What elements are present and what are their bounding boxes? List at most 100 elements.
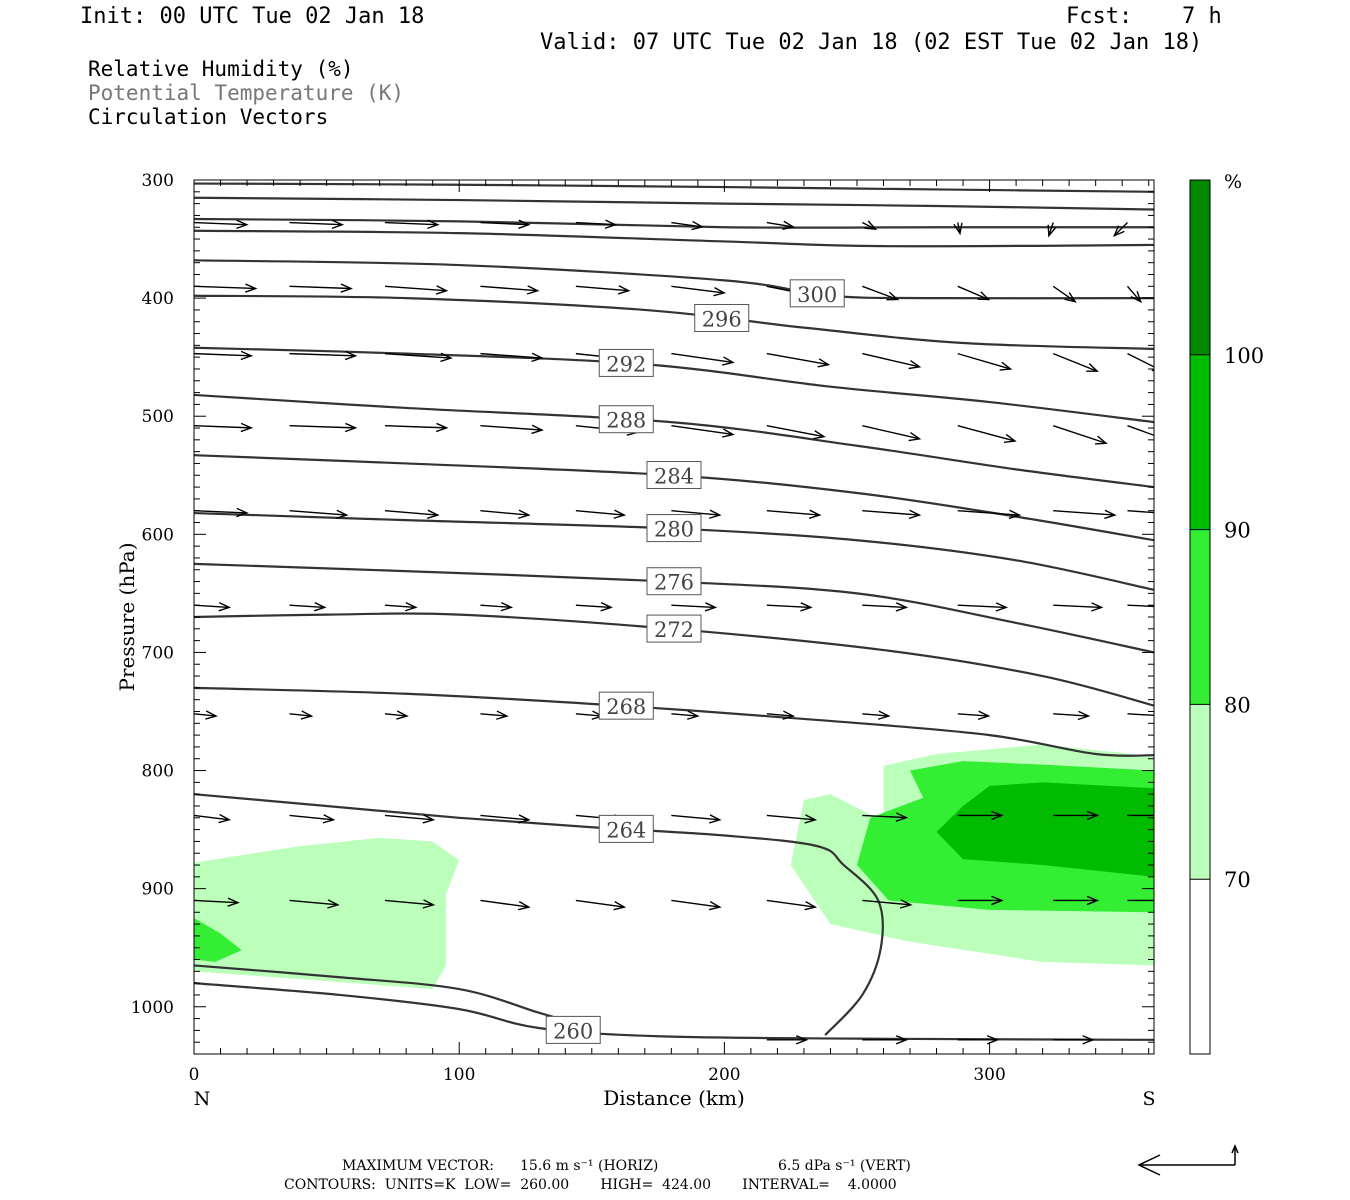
isentrope-300 — [194, 259, 1154, 300]
svg-text:300: 300 — [797, 283, 837, 307]
vector-arrow-0-4 — [575, 219, 618, 229]
vector-arrow-2-0 — [194, 350, 254, 361]
vector-arrow-3-6 — [766, 424, 826, 440]
vector-arrow-0-5 — [671, 220, 705, 231]
isentrope-label-268: 268 — [598, 691, 654, 720]
colorbar-band-80 — [1190, 529, 1210, 705]
y-axis-title: Pressure (hPa) — [115, 543, 139, 692]
isentrope-label-260: 260 — [545, 1015, 601, 1044]
vector-arrow-6-4 — [575, 710, 605, 720]
vector-arrow-2-10 — [1127, 352, 1154, 372]
isentrope-312 — [194, 196, 1154, 211]
relative-humidity-fill — [194, 744, 1154, 990]
vector-arrow-2-7 — [862, 352, 922, 370]
svg-text:280: 280 — [654, 518, 694, 542]
vector-arrow-5-9 — [1053, 602, 1104, 612]
colorbar-band-90 — [1190, 354, 1210, 530]
isentrope-304 — [194, 229, 1154, 248]
svg-text:264: 264 — [606, 818, 646, 842]
colorbar-label-70: 70 — [1224, 868, 1251, 892]
vector-arrow-3-1 — [289, 422, 358, 433]
vector-arrow-5-2 — [384, 601, 418, 612]
vector-arrow-9-1 — [862, 1035, 909, 1045]
y-tick-label-800: 800 — [142, 762, 174, 782]
vector-arrow-0-3 — [480, 219, 531, 229]
vector-arrow-5-4 — [575, 602, 613, 612]
y-tick-label-700: 700 — [142, 643, 174, 663]
colorbar: 100 90 80 70 — [1189, 179, 1264, 1055]
vector-arrow-4-8 — [957, 509, 1022, 520]
forecast-hour: 7 h — [1182, 4, 1222, 29]
vector-arrow-1-10 — [1126, 285, 1142, 304]
vector-arrow-5-5 — [671, 602, 718, 612]
svg-text:276: 276 — [654, 571, 694, 595]
y-tick-label-500: 500 — [142, 407, 174, 427]
isentrope-280 — [194, 511, 1154, 591]
vector-arrow-4-10 — [1127, 510, 1154, 514]
vector-arrow-7-6 — [766, 814, 818, 824]
vector-arrow-7-7 — [862, 812, 909, 822]
x-axis-title: Distance (km) — [603, 1086, 745, 1110]
isentrope-label-292: 292 — [598, 348, 654, 377]
colorbar-band-70 — [1190, 704, 1210, 880]
vector-arrow-5-1 — [289, 602, 327, 612]
vector-arrow-7-9 — [1053, 810, 1100, 821]
vector-arrow-7-5 — [671, 814, 722, 824]
y-tick-label-300: 300 — [142, 171, 174, 191]
isentrope-label-280: 280 — [646, 514, 702, 543]
svg-text:260: 260 — [553, 1019, 593, 1043]
vector-arrow-4-9 — [1053, 509, 1117, 520]
vector-arrow-0-7 — [861, 220, 878, 230]
init-time: Init: 00 UTC Tue 02 Jan 18 — [80, 4, 425, 29]
vector-arrow-8-1 — [289, 899, 340, 909]
vector-arrow-2-3 — [480, 352, 544, 363]
vector-arrow-0-9 — [1047, 222, 1057, 238]
isentrope-276 — [194, 562, 1154, 654]
vector-arrow-6-7 — [862, 710, 891, 720]
y-tick-label-900: 900 — [142, 880, 174, 900]
vector-arrow-1-0 — [194, 283, 258, 293]
isentrope-292 — [194, 346, 1154, 424]
isentrope-296 — [194, 294, 1154, 350]
vector-arrow-4-5 — [671, 509, 722, 519]
y-tick-label-1000: 1000 — [131, 998, 174, 1018]
vector-arrow-8-4 — [575, 899, 627, 911]
y-tick-label-400: 400 — [142, 289, 174, 309]
vector-arrow-1-5 — [671, 285, 727, 297]
vector-arrow-7-10 — [1127, 814, 1154, 817]
x-tick-label-100: 100 — [443, 1065, 475, 1085]
vector-arrow-3-8 — [957, 424, 1017, 444]
svg-text:296: 296 — [702, 307, 742, 331]
vector-arrow-2-8 — [957, 352, 1013, 371]
vector-arrow-7-3 — [480, 814, 531, 824]
colorbar-band-60 — [1190, 879, 1210, 1054]
vector-arrow-7-1 — [289, 814, 336, 824]
vector-arrow-1-1 — [289, 283, 353, 293]
circulation-vector-field — [194, 219, 1154, 1045]
humidity-region-70-0 — [194, 837, 460, 990]
forecast-label: Fcst: — [1066, 4, 1133, 29]
vector-arrow-1-2 — [384, 285, 449, 295]
vector-arrow-3-7 — [862, 424, 922, 442]
vector-arrow-3-9 — [1053, 425, 1108, 445]
colorbar-band-100 — [1190, 180, 1210, 355]
vector-arrow-8-8 — [957, 895, 1004, 906]
isentrope-label-264: 264 — [598, 814, 654, 843]
vector-arrow-6-5 — [671, 710, 700, 720]
max-vector-horiz: 15.6 m s⁻¹ (HORIZ) — [520, 1158, 659, 1174]
vector-arrow-3-5 — [671, 424, 735, 438]
svg-text:272: 272 — [654, 618, 694, 642]
vector-arrow-9-0 — [766, 1035, 809, 1045]
legend-circulation-vectors: Circulation Vectors — [88, 105, 329, 129]
vector-arrow-3-0 — [194, 422, 254, 433]
svg-text:268: 268 — [606, 695, 646, 719]
vector-arrow-4-6 — [766, 509, 822, 519]
isentrope-316 — [194, 182, 1154, 193]
vector-arrow-1-4 — [575, 285, 631, 295]
reference-vector-icon — [1137, 1144, 1239, 1176]
humidity-region-80-1 — [194, 918, 242, 962]
svg-text:288: 288 — [606, 409, 646, 433]
vector-arrow-5-3 — [480, 601, 514, 612]
vector-arrow-0-1 — [289, 219, 345, 230]
